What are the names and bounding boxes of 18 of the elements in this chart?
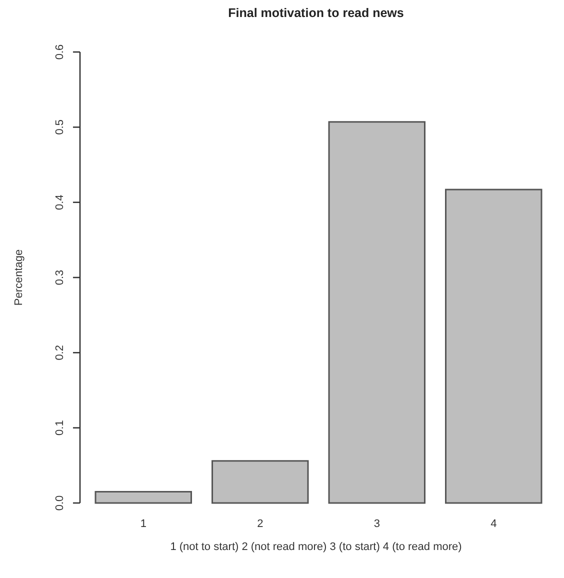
y-tick-label: 0.4 [54, 194, 66, 210]
y-tick-label: 0.1 [54, 420, 66, 436]
y-tick-label: 0.2 [54, 345, 66, 360]
x-axis-title: 1 (not to start) 2 (not read more) 3 (to start) 4 (to read more) [170, 541, 462, 553]
bar [94, 490, 192, 504]
y-tick-label: 0.6 [54, 44, 66, 60]
y-tick-label: 0.0 [54, 495, 66, 511]
x-tick-label: 3 [374, 518, 380, 530]
x-tick-label: 1 [140, 518, 146, 530]
bar [445, 188, 542, 504]
chart-title: Final motivation to read news [228, 6, 404, 20]
y-tick-label: 0.5 [54, 120, 66, 135]
x-tick-label: 4 [490, 518, 497, 530]
x-tick-label: 2 [257, 518, 264, 530]
bar [328, 121, 426, 504]
bar [212, 460, 309, 504]
y-tick-label: 0.3 [54, 270, 66, 286]
y-axis-title: Percentage [13, 249, 25, 306]
